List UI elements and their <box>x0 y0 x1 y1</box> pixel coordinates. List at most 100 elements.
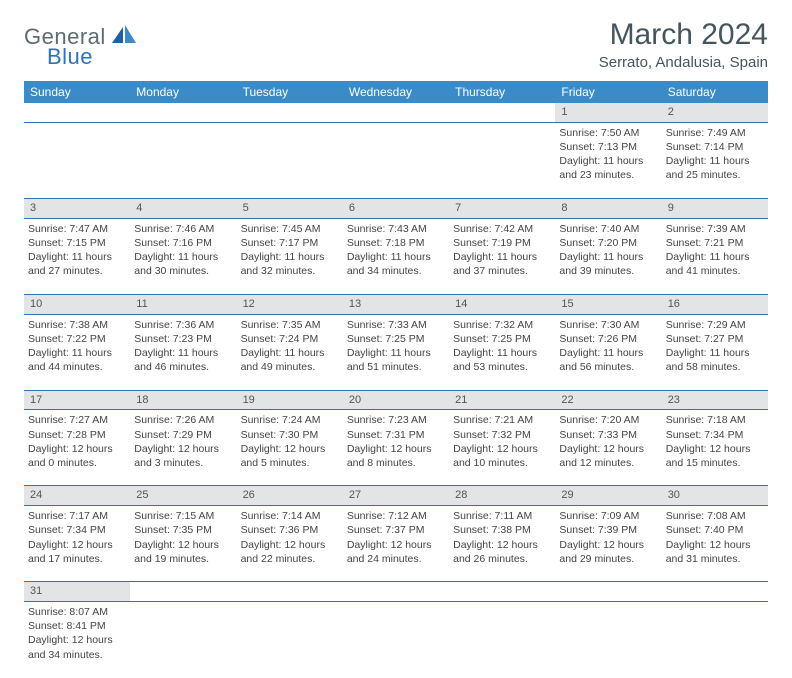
day-number-cell: 2 <box>662 103 768 122</box>
sunset-text: Sunset: 7:23 PM <box>134 332 232 346</box>
daylight-text-2: and 8 minutes. <box>347 456 445 470</box>
daylight-text-2: and 32 minutes. <box>241 264 339 278</box>
sunset-text: Sunset: 7:39 PM <box>559 523 657 537</box>
day-detail-cell: Sunrise: 7:47 AMSunset: 7:15 PMDaylight:… <box>24 218 130 294</box>
title-block: March 2024 Serrato, Andalusia, Spain <box>599 18 768 71</box>
weekday-header: Thursday <box>449 81 555 103</box>
month-title: March 2024 <box>599 18 768 52</box>
sunrise-text: Sunrise: 7:21 AM <box>453 413 551 427</box>
daylight-text-2: and 3 minutes. <box>134 456 232 470</box>
daylight-text-1: Daylight: 11 hours <box>559 346 657 360</box>
day-detail-cell: Sunrise: 7:27 AMSunset: 7:28 PMDaylight:… <box>24 410 130 486</box>
daylight-text-1: Daylight: 11 hours <box>134 346 232 360</box>
day-detail-cell: Sunrise: 7:36 AMSunset: 7:23 PMDaylight:… <box>130 314 236 390</box>
day-detail-cell: Sunrise: 7:40 AMSunset: 7:20 PMDaylight:… <box>555 218 661 294</box>
sunrise-text: Sunrise: 7:26 AM <box>134 413 232 427</box>
daylight-text-1: Daylight: 12 hours <box>559 538 657 552</box>
sunrise-text: Sunrise: 7:09 AM <box>559 509 657 523</box>
header: General March 2024 Serrato, Andalusia, S… <box>24 18 768 71</box>
daylight-text-2: and 29 minutes. <box>559 552 657 566</box>
day-number-cell: 29 <box>555 486 661 506</box>
sunset-text: Sunset: 7:38 PM <box>453 523 551 537</box>
sunrise-text: Sunrise: 7:20 AM <box>559 413 657 427</box>
day-number-cell: 26 <box>237 486 343 506</box>
day-detail-cell <box>662 602 768 678</box>
daylight-text-1: Daylight: 11 hours <box>28 346 126 360</box>
daylight-text-2: and 34 minutes. <box>28 648 126 662</box>
sunset-text: Sunset: 7:22 PM <box>28 332 126 346</box>
day-number-cell: 5 <box>237 198 343 218</box>
sunrise-text: Sunrise: 7:33 AM <box>347 318 445 332</box>
sail-icon <box>112 25 138 50</box>
day-number-cell: 11 <box>130 294 236 314</box>
weekday-header: Friday <box>555 81 661 103</box>
day-number-row: 12 <box>24 103 768 122</box>
day-detail-cell: Sunrise: 7:50 AMSunset: 7:13 PMDaylight:… <box>555 122 661 198</box>
sunrise-text: Sunrise: 7:24 AM <box>241 413 339 427</box>
day-detail-cell: Sunrise: 7:15 AMSunset: 7:35 PMDaylight:… <box>130 506 236 582</box>
day-number-cell <box>343 103 449 122</box>
day-detail-cell: Sunrise: 7:18 AMSunset: 7:34 PMDaylight:… <box>662 410 768 486</box>
day-detail-row: Sunrise: 7:27 AMSunset: 7:28 PMDaylight:… <box>24 410 768 486</box>
day-number-cell: 23 <box>662 390 768 410</box>
day-detail-cell: Sunrise: 8:07 AMSunset: 8:41 PMDaylight:… <box>24 602 130 678</box>
sunset-text: Sunset: 7:26 PM <box>559 332 657 346</box>
day-number-cell: 6 <box>343 198 449 218</box>
day-detail-cell: Sunrise: 7:46 AMSunset: 7:16 PMDaylight:… <box>130 218 236 294</box>
day-number-cell <box>662 582 768 602</box>
day-number-cell: 21 <box>449 390 555 410</box>
daylight-text-1: Daylight: 12 hours <box>559 442 657 456</box>
day-detail-cell: Sunrise: 7:30 AMSunset: 7:26 PMDaylight:… <box>555 314 661 390</box>
daylight-text-2: and 49 minutes. <box>241 360 339 374</box>
day-number-cell: 28 <box>449 486 555 506</box>
sunset-text: Sunset: 8:41 PM <box>28 619 126 633</box>
sunrise-text: Sunrise: 7:15 AM <box>134 509 232 523</box>
day-detail-cell: Sunrise: 7:17 AMSunset: 7:34 PMDaylight:… <box>24 506 130 582</box>
day-number-cell: 10 <box>24 294 130 314</box>
daylight-text-1: Daylight: 12 hours <box>453 442 551 456</box>
daylight-text-1: Daylight: 12 hours <box>347 538 445 552</box>
day-number-cell: 27 <box>343 486 449 506</box>
day-detail-cell <box>343 602 449 678</box>
day-detail-cell: Sunrise: 7:23 AMSunset: 7:31 PMDaylight:… <box>343 410 449 486</box>
daylight-text-1: Daylight: 11 hours <box>559 154 657 168</box>
day-number-row: 17181920212223 <box>24 390 768 410</box>
daylight-text-1: Daylight: 11 hours <box>134 250 232 264</box>
day-number-cell <box>237 103 343 122</box>
daylight-text-2: and 19 minutes. <box>134 552 232 566</box>
day-detail-cell <box>237 602 343 678</box>
day-detail-cell: Sunrise: 7:20 AMSunset: 7:33 PMDaylight:… <box>555 410 661 486</box>
daylight-text-2: and 41 minutes. <box>666 264 764 278</box>
day-number-cell: 17 <box>24 390 130 410</box>
sunrise-text: Sunrise: 7:32 AM <box>453 318 551 332</box>
sunrise-text: Sunrise: 7:17 AM <box>28 509 126 523</box>
day-detail-cell <box>130 602 236 678</box>
daylight-text-1: Daylight: 11 hours <box>347 346 445 360</box>
day-detail-cell <box>343 122 449 198</box>
day-detail-cell: Sunrise: 7:11 AMSunset: 7:38 PMDaylight:… <box>449 506 555 582</box>
daylight-text-2: and 56 minutes. <box>559 360 657 374</box>
daylight-text-1: Daylight: 12 hours <box>241 538 339 552</box>
sunrise-text: Sunrise: 7:29 AM <box>666 318 764 332</box>
day-detail-cell: Sunrise: 7:43 AMSunset: 7:18 PMDaylight:… <box>343 218 449 294</box>
day-detail-row: Sunrise: 7:17 AMSunset: 7:34 PMDaylight:… <box>24 506 768 582</box>
day-detail-cell: Sunrise: 7:49 AMSunset: 7:14 PMDaylight:… <box>662 122 768 198</box>
daylight-text-2: and 15 minutes. <box>666 456 764 470</box>
sunset-text: Sunset: 7:28 PM <box>28 428 126 442</box>
daylight-text-2: and 58 minutes. <box>666 360 764 374</box>
daylight-text-1: Daylight: 11 hours <box>241 250 339 264</box>
day-detail-cell: Sunrise: 7:26 AMSunset: 7:29 PMDaylight:… <box>130 410 236 486</box>
daylight-text-1: Daylight: 12 hours <box>28 538 126 552</box>
daylight-text-1: Daylight: 12 hours <box>134 538 232 552</box>
sunset-text: Sunset: 7:17 PM <box>241 236 339 250</box>
sunset-text: Sunset: 7:35 PM <box>134 523 232 537</box>
day-number-cell: 14 <box>449 294 555 314</box>
daylight-text-2: and 51 minutes. <box>347 360 445 374</box>
daylight-text-2: and 10 minutes. <box>453 456 551 470</box>
weekday-header: Saturday <box>662 81 768 103</box>
daylight-text-2: and 34 minutes. <box>347 264 445 278</box>
day-number-cell: 20 <box>343 390 449 410</box>
location: Serrato, Andalusia, Spain <box>599 54 768 71</box>
daylight-text-2: and 12 minutes. <box>559 456 657 470</box>
daylight-text-2: and 26 minutes. <box>453 552 551 566</box>
